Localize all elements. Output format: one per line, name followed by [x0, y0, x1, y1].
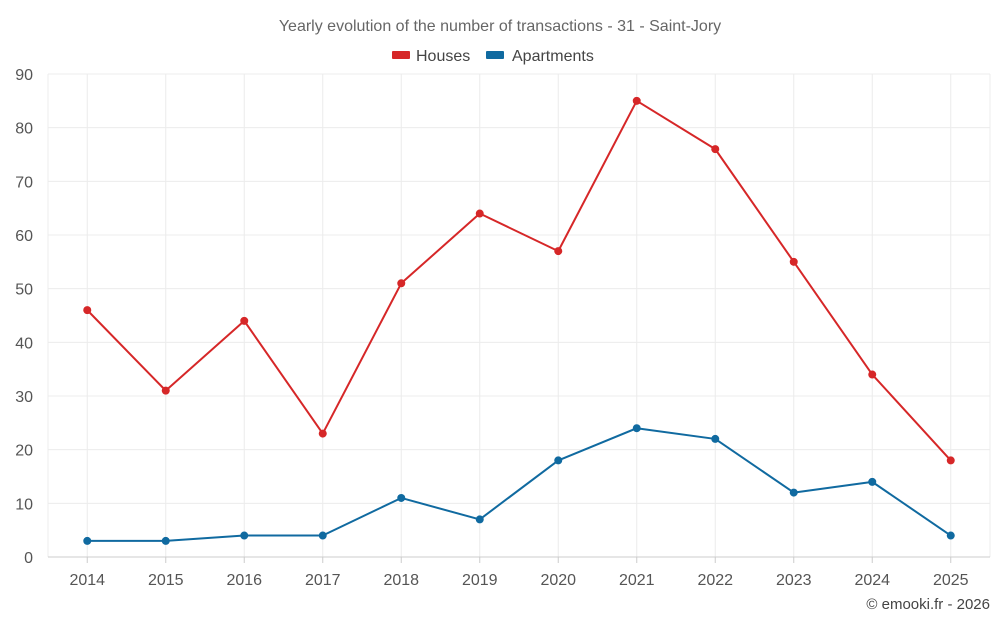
- legend-swatch-apartments: [486, 51, 504, 59]
- series-apartments: Apartments 2014: 3 Apartments 2015: 3 Apar…: [83, 424, 955, 545]
- data-point-houses[interactable]: Houses 2024: 34: [868, 370, 877, 379]
- data-point-apartments[interactable]: Apartments 2016: 4: [240, 531, 249, 540]
- grid: [48, 73, 990, 557]
- x-tick-label: 2016: [226, 572, 262, 589]
- y-tick-label: 10: [15, 496, 33, 513]
- legend: Houses Apartments: [392, 48, 594, 65]
- data-point-apartments[interactable]: Apartments 2020: 18: [554, 456, 563, 465]
- x-tick-label: 2023: [776, 572, 812, 589]
- data-point-houses[interactable]: Houses 2018: 51: [397, 279, 406, 288]
- data-point-apartments[interactable]: Apartments 2021: 24: [632, 424, 641, 433]
- y-tick-label: 0: [24, 550, 33, 567]
- data-point-houses[interactable]: Houses 2021: 85: [632, 96, 641, 105]
- series-houses: Houses 2014: 46 Houses 2015: 31 Houses 201…: [83, 96, 955, 465]
- x-tick-label: 2021: [619, 572, 655, 589]
- data-point-apartments[interactable]: Apartments 2018: 11: [397, 493, 406, 502]
- x-tick-label: 2025: [933, 572, 969, 589]
- x-tick-label: 2015: [148, 572, 184, 589]
- y-tick-label: 30: [15, 389, 33, 406]
- legend-label-apartments: Apartments: [512, 48, 594, 65]
- x-tick-label: 2017: [305, 572, 341, 589]
- legend-label-houses: Houses: [416, 48, 470, 65]
- data-point-houses[interactable]: Houses 2023: 55: [789, 257, 798, 266]
- x-tick-label: 2020: [540, 572, 576, 589]
- legend-item-apartments[interactable]: Apartments: [486, 48, 594, 65]
- x-tick-label: 2024: [854, 572, 890, 589]
- axes: 0 10 20 30 40 50 60 70 80 90 2014 2015 2016 2017 2018 2…: [15, 67, 991, 589]
- data-point-apartments[interactable]: Apartments 2015: 3: [161, 536, 170, 545]
- series: Houses 2014: 46 Houses 2015: 31 Houses 201…: [83, 96, 955, 545]
- data-point-apartments[interactable]: Apartments 2017: 4: [318, 531, 327, 540]
- y-tick-label: 50: [15, 282, 33, 299]
- series-line-houses: [86, 99, 952, 462]
- data-point-houses[interactable]: Houses 2019: 64: [475, 209, 484, 218]
- x-tick-label: 2018: [383, 572, 419, 589]
- data-point-apartments[interactable]: Apartments 2014: 3: [83, 536, 92, 545]
- data-point-apartments[interactable]: Apartments 2019: 7: [475, 515, 484, 524]
- data-point-apartments[interactable]: Apartments 2025: 4: [946, 531, 955, 540]
- data-point-houses[interactable]: Houses 2014: 46: [83, 306, 92, 315]
- chart-title: Yearly evolution of the number of transa…: [279, 18, 721, 35]
- x-tick-label: 2014: [69, 572, 105, 589]
- legend-item-houses[interactable]: Houses: [392, 48, 470, 65]
- data-point-houses[interactable]: Houses 2020: 57: [554, 247, 563, 256]
- data-point-houses[interactable]: Houses 2025: 18: [946, 456, 955, 465]
- x-tick-label: 2019: [462, 572, 498, 589]
- data-point-houses[interactable]: Houses 2016: 44: [240, 316, 249, 325]
- y-tick-label: 20: [15, 443, 33, 460]
- data-point-apartments[interactable]: Apartments 2022: 22: [711, 434, 720, 443]
- credit-text: © emooki.fr - 2026: [866, 596, 990, 613]
- y-tick-label: 60: [15, 228, 33, 245]
- y-tick-label: 70: [15, 174, 33, 191]
- series-line-apartments: [87, 427, 952, 542]
- data-point-apartments[interactable]: Apartments 2024: 14: [868, 477, 877, 486]
- x-tick-label: 2022: [697, 572, 733, 589]
- y-tick-label: 90: [15, 67, 33, 84]
- data-point-houses[interactable]: Houses 2015: 31: [161, 386, 170, 395]
- data-point-houses[interactable]: Houses 2022: 76: [711, 145, 720, 154]
- data-point-houses[interactable]: Houses 2017: 23: [318, 429, 327, 438]
- data-point-apartments[interactable]: Apartments 2023: 12: [789, 488, 798, 497]
- y-tick-label: 40: [15, 335, 33, 352]
- legend-swatch-houses: [392, 51, 410, 59]
- y-tick-label: 80: [15, 121, 33, 138]
